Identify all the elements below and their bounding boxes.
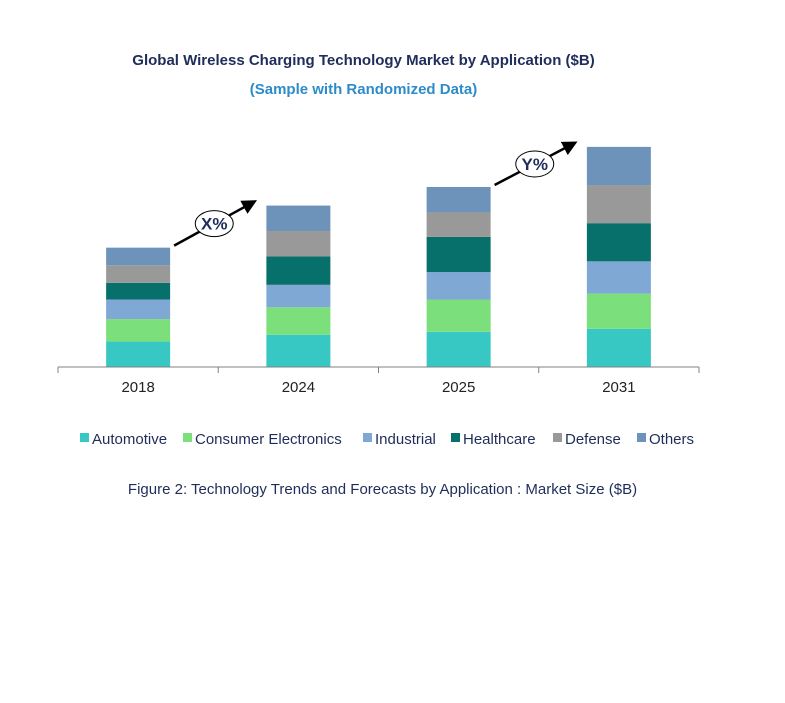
legend-label-healthcare: Healthcare (463, 431, 536, 448)
legend-swatch-others (637, 433, 646, 442)
legend-swatch-automotive (80, 433, 89, 442)
bar-segment-consumer-electronics-2024 (266, 307, 331, 335)
bar-segment-defense-2031 (586, 185, 651, 224)
bar-segment-healthcare-2024 (266, 256, 331, 285)
bar-segment-industrial-2031 (586, 261, 651, 294)
stacked-bar-chart: 2018 2024 2025 2031 X% Y% Automotive Consumer… (57, 141, 700, 448)
legend-swatch-defense (553, 433, 562, 442)
bars-layer (106, 146, 651, 367)
bar-segment-defense-2024 (266, 231, 331, 257)
bar-segment-healthcare-2018 (106, 282, 171, 300)
legend-label-consumer-electronics: Consumer Electronics (195, 431, 342, 448)
bar-segment-others-2031 (586, 146, 651, 186)
bar-segment-consumer-electronics-2031 (586, 293, 651, 329)
x-axis: 2018 2024 2025 2031 (57, 366, 700, 396)
x-tick-label: 2031 (602, 379, 635, 396)
bar-segment-others-2018 (106, 247, 171, 266)
legend-swatch-industrial (363, 433, 372, 442)
bar-segment-others-2025 (426, 187, 491, 213)
legend: Automotive Consumer Electronics Industrial… (80, 431, 694, 448)
bar-segment-consumer-electronics-2025 (426, 299, 491, 332)
figure-caption: Figure 2: Technology Trends and Forecast… (127, 481, 638, 498)
bar-segment-healthcare-2031 (586, 223, 651, 262)
legend-label-others: Others (649, 431, 694, 448)
growth-annotations: X% Y% (173, 141, 578, 247)
bar-segment-industrial-2018 (106, 299, 171, 320)
legend-label-industrial: Industrial (375, 431, 436, 448)
growth-label-bubble (194, 210, 234, 238)
bar-segment-automotive-2025 (426, 331, 491, 367)
legend-label-defense: Defense (565, 431, 621, 448)
bar-segment-automotive-2024 (266, 334, 331, 367)
legend-label-automotive: Automotive (92, 431, 167, 448)
bar-segment-automotive-2031 (586, 328, 651, 367)
chart-title: Global Wireless Charging Technology Mark… (132, 52, 595, 69)
legend-swatch-healthcare (451, 433, 460, 442)
x-tick-label: 2024 (282, 379, 315, 396)
bar-segment-others-2024 (266, 205, 331, 232)
chart-subtitle: (Sample with Randomized Data) (249, 81, 478, 98)
bar-segment-defense-2025 (426, 212, 491, 237)
x-tick-label: 2018 (121, 379, 154, 396)
growth-label: Y% (522, 155, 548, 174)
bar-segment-defense-2018 (106, 265, 171, 283)
legend-swatch-consumer-electronics (183, 433, 192, 442)
bar-segment-industrial-2025 (426, 272, 491, 300)
bar-segment-healthcare-2025 (426, 236, 491, 273)
growth-label: X% (201, 215, 227, 234)
growth-label-bubble (515, 150, 555, 178)
bar-segment-automotive-2018 (106, 341, 171, 367)
bar-segment-industrial-2024 (266, 284, 331, 308)
x-tick-label: 2025 (442, 379, 475, 396)
bar-segment-consumer-electronics-2018 (106, 319, 171, 342)
